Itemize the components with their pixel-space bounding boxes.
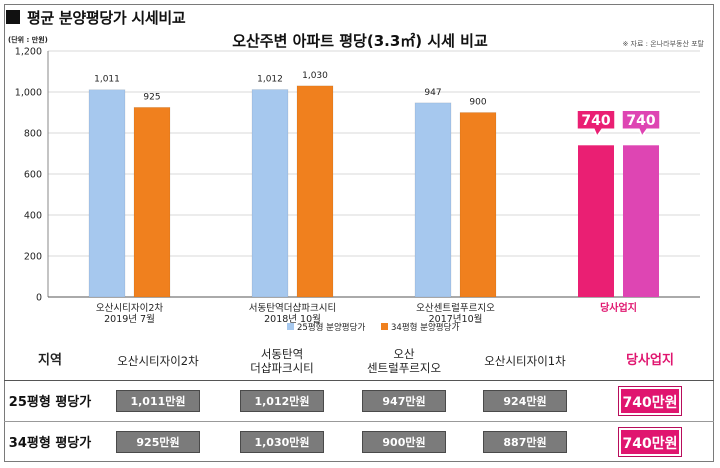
y-tick-label: 1,000: [15, 88, 42, 99]
bar-34: [133, 107, 171, 298]
highlight-bar: [623, 145, 659, 297]
x-category-label: 2018년 10월: [264, 313, 321, 325]
highlight-bar: [578, 145, 614, 297]
x-category-label: 오산센트럴푸르지오: [416, 303, 495, 314]
y-tick-label: 600: [24, 170, 42, 181]
table-col-header-4: 오산시티자이1차: [484, 354, 566, 369]
price-pill-highlight: 740만원: [618, 426, 682, 457]
x-category-label: 오산시티자이2차: [96, 302, 163, 314]
table-cell: 1,011만원: [96, 379, 220, 421]
table-col-header-3: 오산 센트럴푸르지오: [366, 347, 442, 376]
x-category-label: 2019년 7월: [104, 313, 155, 325]
y-tick-label: 1,200: [15, 47, 42, 58]
table-col-header-5: 당사업지: [626, 353, 674, 369]
bar-25: [88, 89, 126, 298]
table-row-25: 25평형 평당가 1,011만원 1,012만원 947만원 924만원 740…: [4, 379, 714, 421]
figure-heading: 평균 분양평당가 시세비교: [6, 6, 186, 28]
bar-34: [459, 112, 497, 298]
price-pill-highlight: 740만원: [618, 385, 682, 416]
callout-box: [621, 109, 661, 138]
y-tick-label: 400: [24, 211, 42, 222]
data-label: 1,012: [257, 75, 283, 85]
price-pill: 925만원: [116, 430, 200, 453]
table-cell: 740만원: [586, 420, 714, 462]
bar-34: [296, 85, 334, 298]
bar-chart: 오산주변 아파트 평당(3.3㎡) 시세 비교 ※ 자료 : 온나라부동산 포탈 (…: [8, 32, 705, 333]
price-pill: 887만원: [483, 430, 567, 453]
table-cell: 1,012만원: [220, 379, 344, 421]
bar-25: [414, 102, 452, 298]
table-row-label: 34평형 평당가: [4, 420, 96, 462]
table-cell: 900만원: [344, 420, 464, 462]
source-note: ※ 자료 : 온나라부동산 포탈: [622, 39, 704, 48]
x-category-label: 서동탄역더샵파크시티: [249, 303, 336, 314]
x-category-label: 2017년10월: [429, 313, 483, 325]
data-label: 925: [143, 92, 160, 102]
price-pill: 1,030만원: [240, 430, 324, 453]
data-label: 740: [581, 113, 610, 129]
data-label: 740: [626, 113, 655, 129]
table-cell: 924만원: [464, 379, 586, 421]
table-col-header-2: 서동탄역 더샵파크시티: [250, 347, 314, 376]
legend-label: 25평형 분양평당가: [297, 322, 365, 333]
table-cell: 947만원: [344, 379, 464, 421]
price-pill: 1,011만원: [116, 389, 200, 412]
table-cell: 925만원: [96, 420, 220, 462]
table-row-34: 34평형 평당가 925만원 1,030만원 900만원 887만원 740만원: [4, 420, 714, 462]
table-row-label: 25평형 평당가: [4, 379, 96, 421]
price-pill: 1,012만원: [240, 389, 324, 412]
callout-box: [576, 109, 616, 138]
legend-label: 34평형 분양평당가: [391, 322, 459, 333]
data-label: 900: [469, 98, 486, 108]
price-pill: 924만원: [483, 389, 567, 412]
legend-swatch: [381, 323, 388, 330]
data-label: 1,011: [94, 75, 120, 85]
y-tick-label: 200: [24, 252, 42, 263]
price-pill: 947만원: [362, 389, 446, 412]
price-table: 지역 오산시티자이2차 서동탄역 더샵파크시티 오산 센트럴푸르지오 오산시티자…: [4, 343, 714, 462]
legend-swatch: [287, 323, 294, 330]
y-tick-label: 800: [24, 129, 42, 140]
table-cell: 1,030만원: [220, 420, 344, 462]
data-label: 947: [424, 88, 441, 98]
price-pill: 900만원: [362, 430, 446, 453]
table-cell: 740만원: [586, 379, 714, 421]
y-tick-label: 0: [36, 293, 42, 304]
chart-title: 오산주변 아파트 평당(3.3㎡) 시세 비교: [232, 32, 488, 50]
bar-25: [251, 89, 289, 298]
table-cell: 887만원: [464, 420, 586, 462]
table-corner-label: 지역: [38, 353, 62, 369]
table-header-row: 지역 오산시티자이2차 서동탄역 더샵파크시티 오산 센트럴푸르지오 오산시티자…: [4, 343, 714, 380]
heading-square-bullet: [6, 10, 20, 24]
data-label: 1,030: [302, 71, 328, 81]
x-category-label: 당사업지: [600, 301, 637, 314]
heading-text: 평균 분양평당가 시세비교: [27, 8, 186, 27]
unit-label: (단위 : 만원): [8, 35, 48, 44]
table-col-header-1: 오산시티자이2차: [117, 354, 199, 369]
